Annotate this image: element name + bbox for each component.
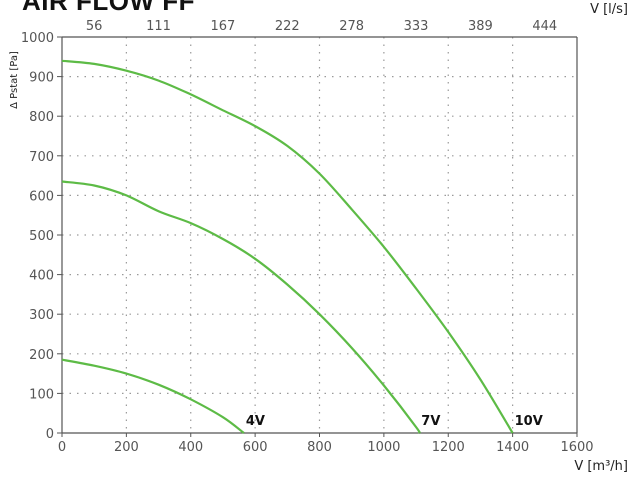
y-tick-label: 100 [29, 387, 54, 402]
x2-tick-label: 444 [532, 19, 557, 34]
y-tick-label: 200 [29, 348, 54, 363]
series-line-7v [61, 180, 421, 434]
x-tick-label: 0 [58, 440, 66, 455]
series-line-4v [61, 358, 245, 434]
x2-tick-label: 278 [339, 19, 364, 34]
x-tick-label: 800 [307, 440, 332, 455]
x-tick-label: 1000 [367, 440, 400, 455]
y-axis: 0 100 200 300 400 500 600 700 800 900 1000 [21, 31, 62, 442]
y-tick-label: 500 [29, 229, 54, 244]
x-tick-label: 600 [243, 440, 268, 455]
x2-tick-label: 167 [211, 19, 236, 34]
chart-title: AIR FLOW FF [22, 0, 196, 16]
x-tick-label: 1200 [432, 440, 465, 455]
x2-tick-label: 111 [146, 19, 171, 34]
y-tick-label: 800 [29, 110, 54, 125]
y-tick-label: 1000 [21, 31, 54, 46]
x-tick-label: 1600 [560, 440, 593, 455]
x-axis-title: V [m³/h] [574, 459, 628, 474]
y-tick-label: 0 [46, 427, 54, 442]
y-tick-label: 300 [29, 308, 54, 323]
x2-tick-label: 333 [404, 19, 429, 34]
series-labels: 4V 7V 10V [246, 414, 543, 429]
x2-tick-label: 389 [468, 19, 493, 34]
y-tick-label: 400 [29, 269, 54, 284]
x2-tick-label: 222 [275, 19, 300, 34]
x-tick-label: 200 [114, 440, 139, 455]
grid [62, 37, 577, 433]
x-tick-label: 1400 [496, 440, 529, 455]
x-axis-bottom: 0 200 400 600 800 1000 1200 1400 1600 [58, 433, 594, 455]
y-tick-label: 700 [29, 150, 54, 165]
series-label-7v: 7V [421, 414, 440, 429]
x-tick-label: 400 [178, 440, 203, 455]
y-tick-label: 900 [29, 71, 54, 86]
y-tick-label: 600 [29, 189, 54, 204]
x2-axis-title: V [l/s] [590, 2, 628, 17]
plot-frame [61, 36, 578, 434]
x-axis-top: 56 111 167 222 278 333 389 444 [86, 19, 557, 34]
x2-tick-label: 56 [86, 19, 103, 34]
series-label-10v: 10V [515, 414, 543, 429]
series-label-4v: 4V [246, 414, 265, 429]
y-axis-title: Δ Pstat [Pa] [9, 51, 20, 109]
series-line-10v [61, 59, 514, 434]
series-lines [61, 59, 514, 434]
